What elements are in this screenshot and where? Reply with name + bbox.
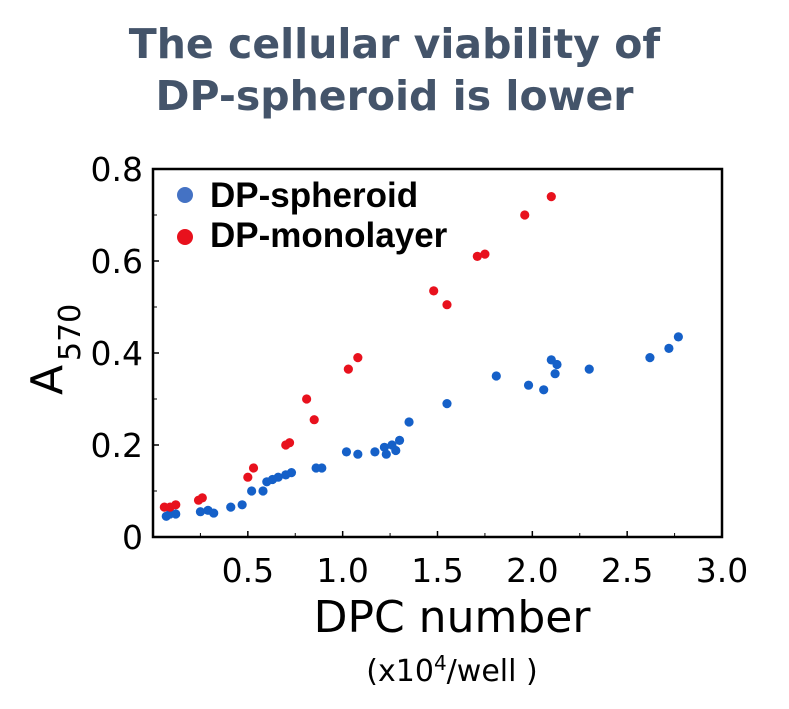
data-point-dp-monolayer (248, 463, 259, 473)
y-axis-label-subscript: 570 (53, 304, 88, 361)
data-point-dp-spheroid (394, 435, 405, 445)
data-point-dp-monolayer (546, 192, 556, 202)
y-tick-label: 0.8 (91, 150, 143, 189)
x-tick-label: 2.5 (601, 551, 653, 590)
data-point-dp-monolayer (343, 364, 353, 374)
y-tick-label: 0.2 (91, 426, 143, 465)
x-tick-label: 1.0 (316, 551, 368, 590)
x-axis-unit-post: /well ) (447, 654, 538, 689)
y-tick-label: 0.4 (91, 334, 143, 373)
data-point-dp-spheroid (584, 364, 594, 374)
data-point-dp-spheroid (258, 486, 268, 496)
y-axis-label-main: A (22, 365, 73, 395)
legend-label-dp-spheroid: DP-spheroid (210, 176, 418, 215)
data-point-dp-spheroid (550, 369, 560, 379)
data-point-dp-spheroid (491, 371, 501, 381)
data-point-dp-spheroid (673, 332, 683, 342)
data-point-dp-monolayer (520, 210, 530, 220)
chart-title-line-1: The cellular viability of (128, 20, 661, 68)
data-point-dp-spheroid (286, 468, 297, 478)
data-point-dp-spheroid (442, 399, 452, 409)
data-point-dp-spheroid (645, 353, 655, 363)
data-point-dp-monolayer (429, 286, 439, 296)
data-point-dp-monolayer (480, 249, 490, 259)
x-tick-label: 0.5 (222, 551, 274, 590)
data-point-dp-spheroid (664, 343, 674, 353)
ticks-layer: 0.5 1.0 1.5 2.0 2.5 3.0 0 0.2 0.4 0.6 0.8 (91, 150, 749, 590)
x-axis-label: DPC number (314, 592, 592, 643)
data-point-dp-spheroid (209, 508, 219, 518)
data-point-dp-spheroid (353, 449, 363, 459)
x-tick-label: 2.0 (506, 551, 558, 590)
data-point-dp-spheroid (391, 445, 401, 456)
legend-marker-dp-spheroid (177, 187, 193, 203)
data-point-dp-spheroid (539, 385, 549, 395)
data-point-dp-spheroid (341, 447, 352, 457)
data-point-dp-spheroid (195, 507, 206, 517)
data-point-dp-spheroid (379, 442, 389, 452)
data-point-dp-spheroid (247, 486, 257, 496)
points-layer (159, 192, 683, 521)
x-tick-label: 1.5 (411, 551, 463, 590)
legend: DP-spheroid DP-monolayer (177, 176, 448, 255)
data-point-dp-monolayer (309, 415, 319, 425)
data-point-dp-spheroid (404, 417, 414, 427)
chart-title-line-2: DP-spheroid is lower (155, 72, 634, 120)
data-point-dp-spheroid (226, 502, 236, 512)
plot-frame (151, 167, 724, 539)
data-point-dp-spheroid (370, 447, 380, 457)
data-point-dp-monolayer (284, 438, 295, 448)
data-point-dp-monolayer (442, 300, 452, 310)
legend-label-dp-monolayer: DP-monolayer (210, 216, 448, 255)
data-point-dp-spheroid (237, 500, 247, 510)
data-point-dp-monolayer (353, 353, 363, 363)
x-axis-unit-pre: (x10 (366, 654, 434, 689)
x-axis-unit: (x104/well ) (366, 651, 537, 689)
data-point-dp-spheroid (552, 359, 562, 370)
data-point-dp-monolayer (302, 394, 312, 404)
x-axis-unit-sup: 4 (434, 651, 447, 675)
data-point-dp-monolayer (472, 251, 482, 261)
data-point-dp-monolayer (197, 493, 207, 503)
data-point-dp-spheroid (381, 449, 391, 459)
y-tick-label: 0.6 (91, 242, 143, 281)
data-point-dp-spheroid (171, 509, 181, 519)
data-point-dp-monolayer (243, 472, 253, 482)
legend-marker-dp-monolayer (177, 229, 193, 245)
data-point-dp-monolayer (171, 500, 181, 510)
x-tick-label: 3.0 (696, 551, 748, 590)
data-point-dp-spheroid (317, 463, 327, 473)
chart-title: The cellular viability of DP-spheroid is… (0, 18, 789, 122)
data-point-dp-spheroid (273, 472, 283, 482)
y-tick-label: 0 (122, 518, 143, 557)
data-point-dp-spheroid (523, 380, 534, 390)
y-axis-label: A 570 (22, 304, 88, 395)
